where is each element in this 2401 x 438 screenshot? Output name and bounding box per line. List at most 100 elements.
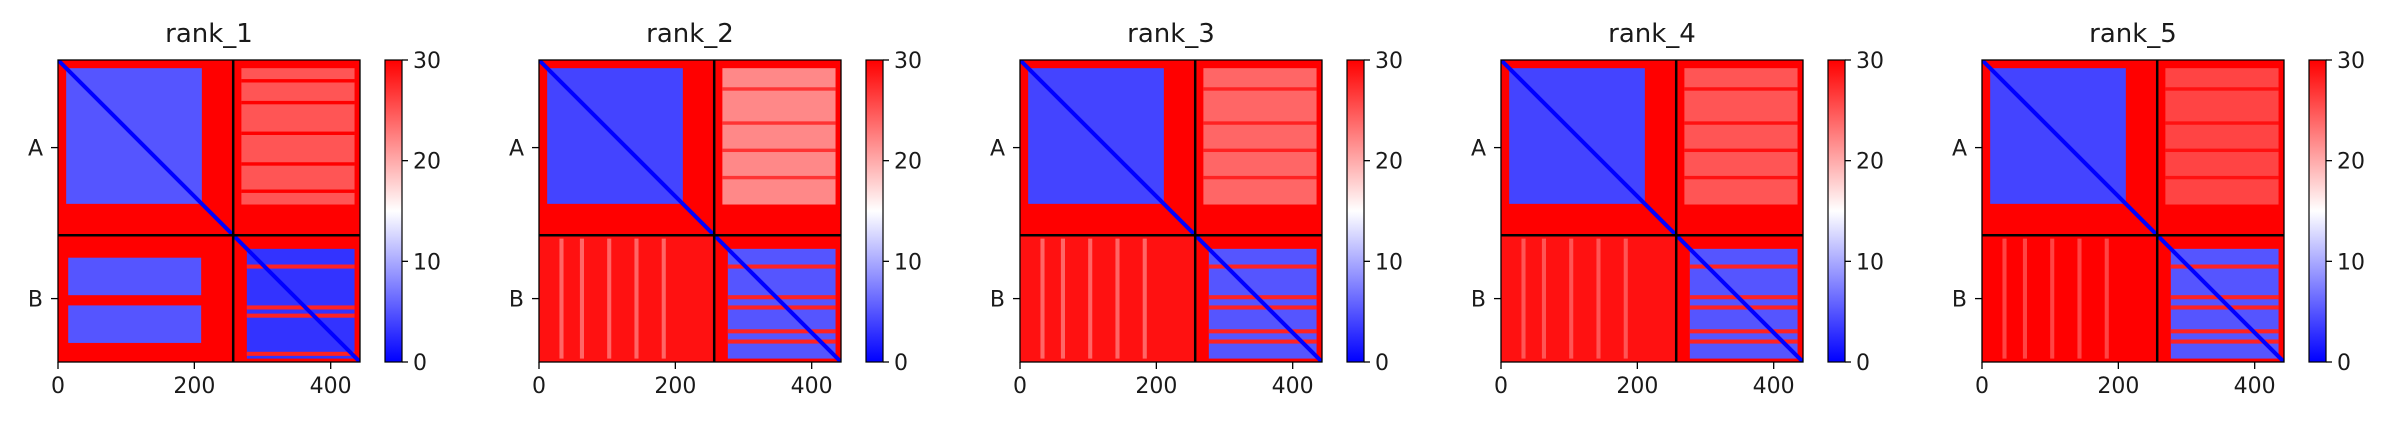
plot-frame [57,59,361,363]
block-ba-stripe [1088,238,1093,359]
y-tick-label: B [28,288,43,313]
panel-title: rank_1 [165,19,253,49]
block-ba-stripe [1623,238,1628,359]
block-bb-stripe [246,313,355,318]
x-tick-label: 200 [1616,374,1658,399]
block-ba-stripe [559,238,564,359]
block-bb-stripe [2170,329,2279,334]
colorbar-tick-label: 0 [2337,351,2351,376]
x-tick-label: 400 [1753,374,1795,399]
block-ba-stripe [1569,238,1574,359]
block-ab-stripe [1203,148,1317,153]
block-ab-stripe [2165,148,2279,153]
block-ba-stripe [1521,238,1526,359]
heatmap [1501,60,1803,362]
block-ba [58,235,234,362]
colorbar: 0 10 20 30 [2308,49,2365,376]
block-ab-core [1684,68,1798,205]
panel-title: rank_4 [1608,19,1696,49]
heatmap [58,60,360,362]
block-ba-stripe [1596,238,1601,359]
x-tick-label: 0 [1975,374,1989,399]
block-bb-stripe [727,295,836,300]
block-ab-stripe [2165,175,2279,180]
x-tick-label: 0 [1494,374,1508,399]
diagonal [58,60,360,362]
colorbar: 0 10 20 30 [1346,49,1403,376]
block-ab-stripe [1203,175,1317,180]
heatmap [1020,60,1322,362]
block-ba-stripe [2002,238,2007,359]
colorbar-tick-label: 30 [894,49,922,74]
block-ab-stripe [241,189,355,193]
x-tick-label: 200 [173,374,215,399]
block-bb-stripe [2170,264,2279,269]
block-ba-stripe [1060,238,1065,359]
colorbar-gradient [2308,59,2327,363]
plot-frame [538,59,842,363]
block-ba [1982,235,2158,362]
block-bb-stripe [1208,329,1317,334]
y-tick-label: B [990,288,1005,313]
block-bb-stripe [246,305,355,310]
block-ab-core [1203,68,1317,205]
plot-frame [1500,59,1804,363]
colorbar-tick-label: 30 [2337,49,2365,74]
x-tick-label: 0 [532,374,546,399]
colorbar-tick-label: 10 [894,250,922,275]
block-bb-stripe [727,305,836,310]
block-ba-domain [68,305,202,343]
colorbar-gradient [384,59,403,363]
y-tick-label: B [509,288,524,313]
block-bb-stripe [1689,339,1798,344]
block-bb-stripe [1689,305,1798,310]
colorbar-gradient [1827,59,1846,363]
block-ab-stripe [722,175,836,180]
block-bb-stripe [1689,264,1798,269]
block-bb-stripe [246,264,355,269]
block-bb-stripe [727,339,836,344]
block-bb-stripe [1208,264,1317,269]
block-ba [539,235,715,362]
colorbar: 0 10 20 30 [1827,49,1884,376]
block-ab-stripe [2165,121,2279,125]
block-ba-stripe [2050,238,2055,359]
colorbar-tick-label: 0 [413,351,427,376]
colorbar-tick-label: 20 [2337,150,2365,175]
heatmap [539,60,841,362]
block-ab-stripe [241,131,355,135]
colorbar-gradient [1346,59,1365,363]
panel-title: rank_3 [1127,19,1215,49]
block-ab-stripe [1203,87,1317,91]
panel-rank_2: rank_2 0 200 400 A B 0 10 20 30 [509,19,922,399]
block-ab-stripe [722,148,836,153]
diagonal [1982,60,2284,362]
block-ba-stripe [607,238,612,359]
colorbar-tick-label: 30 [1375,49,1403,74]
colorbar-tick-label: 20 [1375,150,1403,175]
panel-rank_5: rank_5 0 200 400 A B 0 10 20 30 [1952,19,2365,399]
block-ba-stripe [634,238,639,359]
block-ab-stripe [241,100,355,105]
block-ba-stripe [1040,238,1045,359]
block-ab-core [241,68,355,205]
x-tick-label: 400 [1272,374,1314,399]
panel-rank_1: rank_1 0 200 400 A B 0 10 20 30 [28,19,441,399]
colorbar-tick-label: 0 [1856,351,1870,376]
block-ba-stripe [579,238,584,359]
diagonal [539,60,841,362]
plot-frame [1981,59,2285,363]
x-tick-label: 200 [1135,374,1177,399]
x-tick-label: 200 [2097,374,2139,399]
colorbar-tick-label: 0 [1375,351,1389,376]
x-tick-label: 400 [2234,374,2276,399]
colorbar-tick-label: 30 [1856,49,1884,74]
block-ab-core [2165,68,2279,205]
colorbar-tick-label: 20 [894,150,922,175]
colorbar: 0 10 20 30 [384,49,441,376]
y-tick-label: A [1471,137,1486,162]
colorbar-tick-label: 10 [1856,250,1884,275]
colorbar-tick-label: 10 [2337,250,2365,275]
colorbar-tick-label: 20 [1856,150,1884,175]
